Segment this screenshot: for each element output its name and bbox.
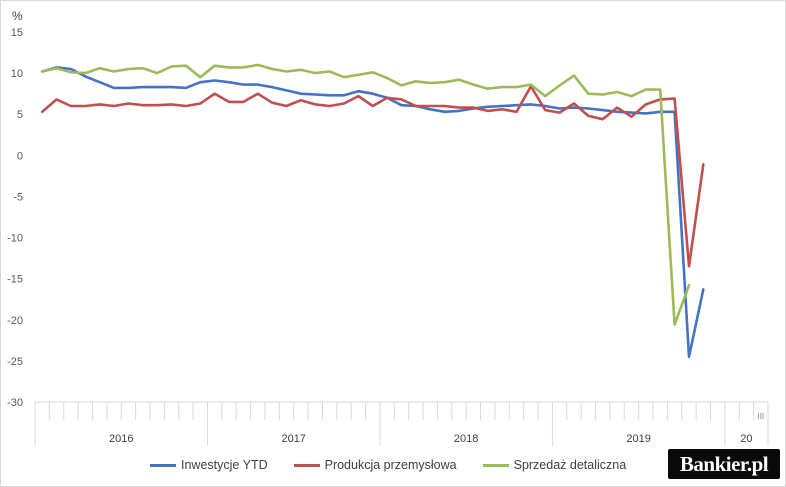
y-tick-label: -15	[7, 274, 23, 286]
year-label: 2019	[626, 433, 650, 445]
legend-item: Inwestycje YTD	[150, 458, 268, 472]
legend-swatch	[293, 463, 320, 467]
y-tick-label: -20	[7, 315, 23, 327]
x-axis: 2016 2017 2018 2019 20 III	[34, 401, 769, 446]
period-label: III	[757, 412, 764, 421]
y-tick-label: -25	[7, 356, 23, 368]
legend: Inwestycje YTD Produkcja przemysłowa Sprze…	[150, 455, 626, 475]
series-line	[40, 85, 705, 268]
legend-item: Sprzedaż detaliczna	[482, 458, 627, 472]
series-line	[40, 63, 691, 327]
y-tick-label: 5	[17, 109, 23, 121]
year-label: 2018	[454, 433, 478, 445]
legend-swatch	[150, 463, 176, 467]
y-unit-label: %	[12, 9, 23, 23]
y-tick-label: 10	[11, 68, 23, 80]
y-tick-label: 0	[17, 150, 23, 162]
year-label: 2016	[109, 433, 133, 445]
year-label: 20	[740, 433, 752, 445]
legend-label: Sprzedaż detaliczna	[513, 458, 627, 472]
y-tick-label: -10	[7, 233, 23, 245]
legend-label: Produkcja przemysłowa	[324, 458, 457, 472]
logo-text: Bankier.pl	[679, 451, 769, 476]
y-axis-ticks: 15 10 5 0 -5 -10 -15 -20 -25 -30	[7, 27, 23, 409]
series-layer	[40, 63, 705, 359]
legend-item: Produkcja przemysłowa	[293, 458, 457, 472]
y-tick-label: -5	[13, 191, 23, 203]
legend-swatch	[482, 463, 509, 467]
y-tick-label: -30	[7, 397, 23, 409]
bankier-logo[interactable]: Bankier.pl	[668, 449, 780, 479]
year-label: 2017	[281, 433, 305, 445]
y-tick-label: 15	[11, 27, 23, 39]
legend-label: Inwestycje YTD	[181, 458, 268, 472]
series-line	[40, 66, 705, 359]
